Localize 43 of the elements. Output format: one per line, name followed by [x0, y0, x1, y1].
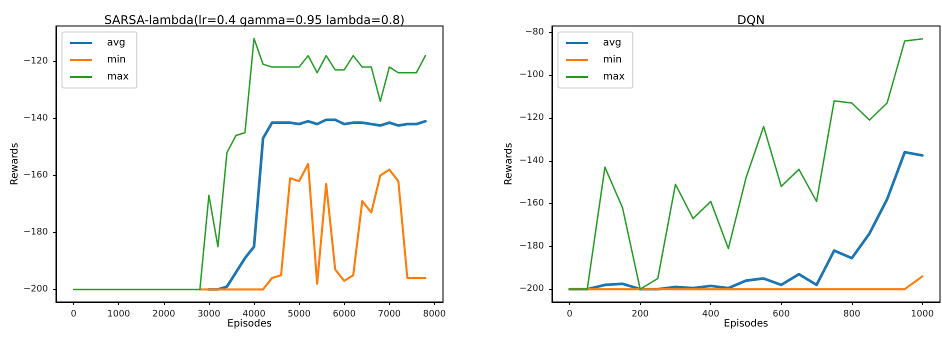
x-tick-label: 8000 — [422, 310, 446, 320]
y-axis-title: Rewards — [504, 142, 514, 186]
x-tick-label: 1000 — [910, 310, 934, 320]
x-tick-label: 5000 — [288, 310, 311, 320]
legend-label: avg — [107, 38, 126, 48]
y-tick-label: −180 — [23, 227, 48, 238]
y-tick-label: −160 — [519, 198, 544, 209]
y-tick-label: −200 — [519, 284, 544, 294]
y-tick-label: −140 — [519, 156, 544, 166]
chart-title: DQN — [737, 13, 765, 27]
x-tick-label: 600 — [772, 310, 790, 320]
x-axis-title: Episodes — [724, 318, 768, 330]
x-tick-label: 7000 — [378, 310, 402, 320]
x-tick-label: 3000 — [197, 310, 221, 320]
x-tick-label: 0 — [70, 310, 77, 320]
y-axis-title: Rewards — [10, 142, 20, 186]
x-tick-label: 6000 — [332, 310, 356, 320]
chart-title: SARSA-lambda(lr=0.4 gamma=0.95 lambda=0.8) — [104, 13, 405, 27]
line-series — [208, 118, 427, 291]
y-tick-label: −120 — [23, 56, 48, 66]
x-tick-label: 200 — [632, 310, 650, 320]
x-tick-label: 2000 — [152, 310, 176, 320]
legend-label: avg — [603, 38, 622, 48]
legend-label: max — [603, 72, 625, 82]
x-axis-title: Episodes — [227, 318, 272, 330]
y-tick-label: −100 — [519, 70, 544, 80]
y-tick-label: −120 — [519, 113, 544, 123]
legend-label: max — [107, 72, 129, 82]
x-tick-label: 4000 — [242, 310, 266, 320]
y-tick-label: −140 — [23, 113, 48, 124]
x-tick-label: 1000 — [107, 310, 130, 320]
y-tick-label: −180 — [519, 241, 544, 252]
legend-label: min — [107, 54, 126, 66]
x-tick-label: 400 — [702, 310, 720, 320]
line-series — [72, 38, 426, 290]
x-tick-label: 0 — [566, 310, 573, 320]
legend-label: min — [603, 54, 622, 66]
y-tick-label: −80 — [525, 27, 544, 38]
line-series — [198, 162, 426, 291]
y-tick-label: −160 — [23, 170, 48, 180]
y-tick-label: −200 — [23, 284, 48, 294]
line-series — [568, 38, 924, 290]
x-tick-label: 800 — [843, 310, 861, 320]
